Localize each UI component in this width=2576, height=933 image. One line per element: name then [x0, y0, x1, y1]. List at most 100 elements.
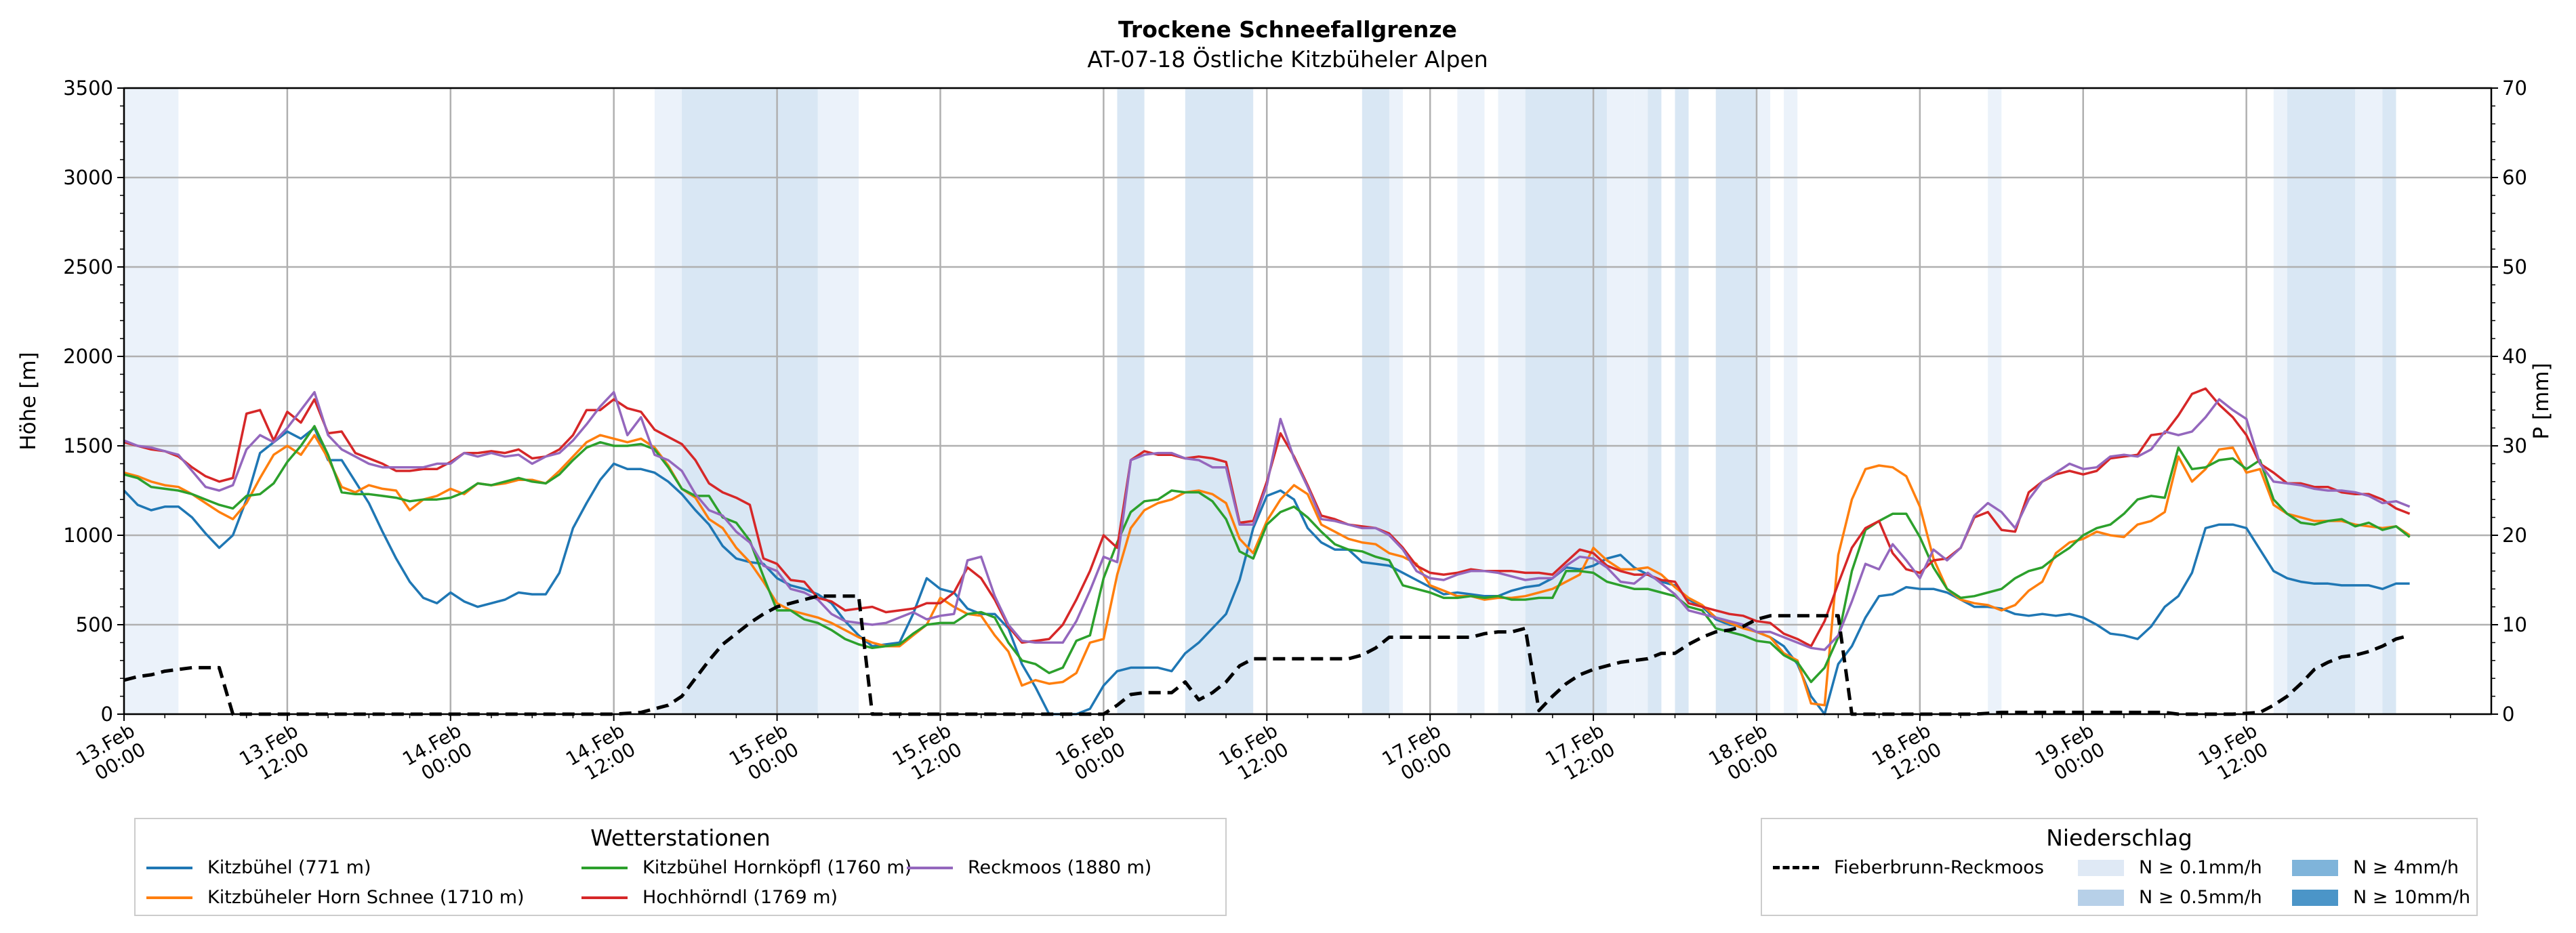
legend-entry-precip-01: N ≥ 0.1mm/h — [2078, 857, 2262, 878]
precip-band-level-1 — [1457, 88, 1485, 714]
grid — [123, 87, 2491, 716]
precipitation-bands — [124, 88, 2396, 714]
precip-band-level-1 — [1756, 88, 1771, 714]
y2-tick-label: 60 — [2502, 166, 2527, 189]
legend-entry-kitzbuehel: Kitzbühel (771 m) — [146, 857, 371, 878]
y2-axis-label: P [mm] — [2529, 362, 2554, 439]
series-line-0 — [123, 426, 2410, 716]
precip-band-level-2 — [1185, 88, 1254, 714]
precip-legend: Niederschlag Fieberbrunn-Reckmoos N ≥ 0.… — [1761, 818, 2478, 916]
legend-label-precip-4: N ≥ 4mm/h — [2353, 857, 2459, 878]
y2-tick-label: 40 — [2502, 345, 2527, 368]
precip-band-level-1 — [1988, 88, 2002, 714]
legend-entry-reckmoos: Reckmoos (1880 m) — [907, 857, 1151, 878]
legend-label-fieberbrunn: Fieberbrunn-Reckmoos — [1834, 857, 2044, 878]
legend-swatch-precip-10 — [2292, 889, 2338, 906]
y-tick-label: 500 — [76, 613, 113, 636]
chart-subtitle: AT-07-18 Östliche Kitzbüheler Alpen — [1087, 45, 1488, 72]
legend-label-precip-01: N ≥ 0.1mm/h — [2139, 857, 2262, 878]
y-tick-label: 3500 — [63, 77, 113, 100]
precip-band-level-2 — [1362, 88, 1389, 714]
station-legend: Wetterstationen Kitzbühel (771 m) Kitzbü… — [134, 818, 1227, 916]
y2-tick-label: 20 — [2502, 524, 2527, 547]
precip-band-level-1 — [1784, 88, 1798, 714]
y-tick-label: 0 — [101, 703, 113, 726]
precip-band-level-1 — [1498, 88, 1526, 714]
precip-band-level-2 — [1117, 88, 1145, 714]
precip-band-level-2 — [2287, 88, 2356, 714]
legend-swatch-precip-05 — [2078, 889, 2124, 906]
precip-band-level-1 — [654, 88, 682, 714]
precip-band-level-1 — [124, 88, 179, 714]
precip-band-level-2 — [1648, 88, 1662, 714]
precip-band-level-2 — [2382, 88, 2396, 714]
legend-line-reckmoos — [907, 866, 953, 869]
y-tick-label: 1500 — [63, 434, 113, 457]
legend-swatch-precip-01 — [2078, 859, 2124, 876]
precip-band-level-1 — [1607, 88, 1635, 714]
precip-band-level-2 — [1675, 88, 1689, 714]
precip-band-level-2 — [682, 88, 818, 714]
precip-band-level-2 — [1525, 88, 1608, 714]
precip-legend-title: Niederschlag — [2046, 825, 2192, 851]
y2-tick-label: 70 — [2502, 77, 2527, 100]
legend-line-fieberbrunn — [1773, 866, 1819, 869]
series-line-1 — [123, 434, 2411, 707]
y2-tick-label: 10 — [2502, 613, 2527, 636]
legend-entry-fieberbrunn: Fieberbrunn-Reckmoos — [1773, 857, 2044, 878]
legend-label-horn-schnee: Kitzbüheler Horn Schnee (1710 m) — [207, 887, 525, 908]
legend-label-reckmoos: Reckmoos (1880 m) — [968, 857, 1152, 878]
legend-entry-hochhoerndl: Hochhörndl (1769 m) — [581, 887, 838, 908]
legend-entry-precip-05: N ≥ 0.5mm/h — [2078, 887, 2262, 908]
legend-label-kitzbuehel: Kitzbühel (771 m) — [207, 857, 371, 878]
precip-band-level-1 — [2355, 88, 2383, 714]
legend-line-hochhoerndl — [581, 896, 628, 899]
legend-line-horn-schnee — [146, 896, 192, 899]
legend-line-kitzbuehel — [146, 866, 192, 869]
precip-band-level-2 — [1715, 88, 1757, 714]
legend-entry-precip-4: N ≥ 4mm/h — [2292, 857, 2459, 878]
series-line-4 — [123, 391, 2411, 651]
precip-band-level-1 — [2273, 88, 2287, 714]
legend-label-precip-10: N ≥ 10mm/h — [2353, 887, 2471, 908]
legend-entry-horn-schnee: Kitzbüheler Horn Schnee (1710 m) — [146, 887, 525, 908]
y-tick-label: 3000 — [63, 166, 113, 189]
legend-label-hornkoepfl: Kitzbühel Hornköpfl (1760 m) — [642, 857, 912, 878]
y2-tick-label: 0 — [2502, 703, 2514, 726]
series-lines — [123, 387, 2411, 716]
legend-entry-hornkoepfl: Kitzbühel Hornköpfl (1760 m) — [581, 857, 912, 878]
precip-band-level-1 — [1634, 88, 1648, 714]
y-tick-label: 2000 — [63, 345, 113, 368]
legend-entry-precip-10: N ≥ 10mm/h — [2292, 887, 2470, 908]
y-tick-label: 1000 — [63, 524, 113, 547]
plot-frame — [123, 87, 2493, 716]
chart-title: Trockene Schneefallgrenze — [1118, 16, 1457, 43]
station-legend-title: Wetterstationen — [590, 825, 771, 851]
y2-tick-label: 50 — [2502, 255, 2527, 278]
series-line-2 — [123, 425, 2411, 684]
y-axis-label: Höhe [m] — [16, 352, 41, 450]
precip-band-level-1 — [1389, 88, 1404, 714]
legend-swatch-precip-4 — [2292, 859, 2338, 876]
legend-line-hornkoepfl — [581, 866, 628, 869]
y2-tick-label: 30 — [2502, 434, 2527, 457]
y-tick-label: 2500 — [63, 255, 113, 278]
series-line-5 — [123, 594, 2411, 716]
legend-label-precip-05: N ≥ 0.5mm/h — [2139, 887, 2262, 908]
axes: 0 500 1000 1500 2000 2500 3000 3500 0 10 20 30 40 50 6… — [63, 77, 2527, 785]
